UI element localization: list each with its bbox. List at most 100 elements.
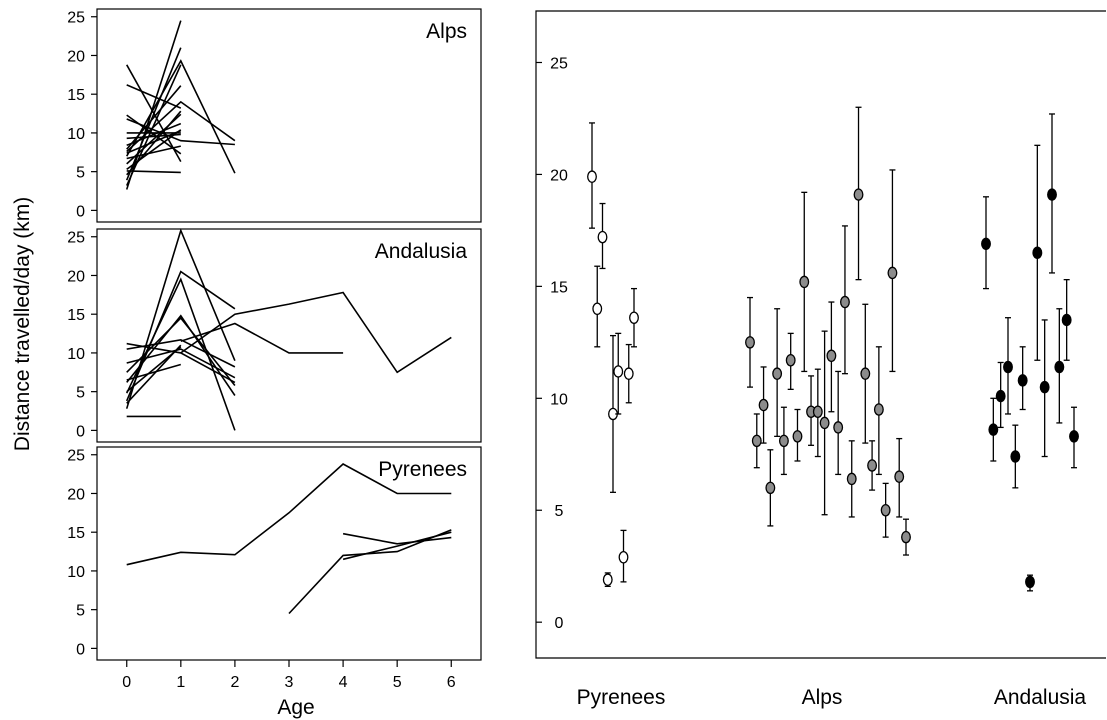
x-tick-label: 4 [339, 674, 348, 691]
line-panels: 0510152025Alps0510152025Andalusia0510152… [67, 8, 482, 691]
series-line [126, 84, 182, 109]
series-line [126, 114, 182, 155]
y-tick-label: 5 [76, 385, 85, 402]
category-label-pyrenees: Pyrenees [577, 686, 666, 709]
mean-point [623, 367, 634, 380]
mean-point [846, 472, 857, 486]
y-tick-label: 10 [550, 391, 568, 408]
y-tick-label: 15 [67, 307, 85, 324]
series-line [342, 531, 452, 561]
group-alps [745, 106, 911, 556]
mean-point [758, 398, 769, 412]
y-tick-label: 15 [550, 279, 568, 296]
x-tick-label: 5 [393, 674, 402, 691]
x-tick-label: 0 [122, 674, 131, 691]
series-line [126, 133, 181, 140]
mean-point [853, 188, 864, 201]
mean-point [785, 353, 796, 367]
x-axis-label: Age [277, 696, 314, 719]
y-tick-label: 0 [76, 641, 85, 658]
series-line [126, 85, 182, 150]
y-tick-label: 0 [76, 203, 85, 220]
x-tick-label: 6 [447, 674, 456, 691]
y-tick-label: 0 [76, 423, 85, 440]
y-tick-label: 15 [67, 87, 85, 104]
mean-point [592, 302, 603, 316]
series-line [126, 59, 236, 174]
mean-point [1054, 360, 1065, 374]
mean-point [819, 416, 830, 430]
series-line [126, 346, 182, 393]
mean-point [995, 389, 1006, 403]
mean-point [751, 434, 762, 448]
series-line [288, 529, 452, 615]
series-line [125, 270, 236, 402]
series-line [125, 20, 182, 190]
category-label-alps: Alps [802, 686, 843, 709]
mean-point [792, 430, 803, 443]
mean-point [860, 367, 871, 380]
mean-point [1069, 430, 1079, 443]
mean-point [1017, 374, 1028, 387]
series-line [342, 532, 452, 545]
series-line [126, 100, 236, 153]
mean-point [873, 403, 884, 416]
mean-point [745, 336, 755, 349]
mean-point [826, 349, 837, 363]
series-line [180, 322, 344, 354]
y-tick-label: 10 [67, 346, 85, 363]
mean-point [613, 365, 624, 378]
mean-point [772, 367, 783, 380]
y-tick-label: 15 [67, 525, 85, 542]
panel-title: Alps [426, 20, 467, 43]
mean-point [587, 170, 597, 183]
mean-point [1039, 380, 1050, 394]
mean-point [901, 530, 911, 544]
y-tick-label: 20 [67, 48, 85, 65]
mean-point [1061, 313, 1072, 327]
y-tick-label: 5 [555, 503, 564, 520]
series-line [180, 291, 452, 374]
panel-frame [96, 8, 482, 223]
means-panel: 0 5 10 15 20 25 Pyrenees Alps Andalusia [535, 10, 1106, 709]
panel-title: Pyrenees [378, 458, 467, 481]
mean-point [880, 503, 891, 517]
mean-point [629, 311, 639, 324]
series-line [125, 228, 236, 409]
group-andalusia [981, 113, 1079, 592]
mean-point [1010, 450, 1021, 463]
mean-point [981, 237, 991, 251]
series-line [126, 348, 236, 379]
y-tick-label: 20 [67, 486, 85, 503]
panel-andalusia: 0 5 10 15 20 25 Andalusia [67, 228, 482, 443]
mean-point [988, 423, 999, 436]
panel-frame [96, 228, 482, 443]
series-line [125, 64, 182, 186]
mean-point [812, 405, 823, 418]
mean-point [597, 230, 608, 244]
y-tick-label: 25 [67, 448, 85, 465]
means-frame [535, 10, 1106, 659]
y-tick-label: 20 [550, 167, 568, 184]
y-tick-label: 5 [76, 165, 85, 182]
y-tick-label: 10 [67, 564, 85, 581]
y-tick-label: 0 [555, 615, 564, 632]
y-axis-label: Distance travelled/day (km) [11, 197, 34, 451]
y-tick-label: 20 [67, 268, 85, 285]
x-tick-label: 1 [176, 674, 185, 691]
category-label-andalusia: Andalusia [994, 686, 1087, 709]
x-tick-label: 2 [230, 674, 239, 691]
mean-point [887, 266, 898, 280]
mean-point [765, 481, 776, 495]
mean-point [1025, 575, 1035, 589]
series-line [126, 64, 182, 162]
series-line [126, 170, 181, 174]
series-line [126, 316, 236, 387]
mean-point [894, 470, 905, 483]
y-tick-label: 25 [67, 230, 85, 247]
mean-point [1003, 360, 1013, 374]
series-line [126, 463, 452, 566]
panel-alps: 0 5 10 15 20 25 Alps [67, 8, 482, 223]
mean-point [778, 434, 789, 448]
